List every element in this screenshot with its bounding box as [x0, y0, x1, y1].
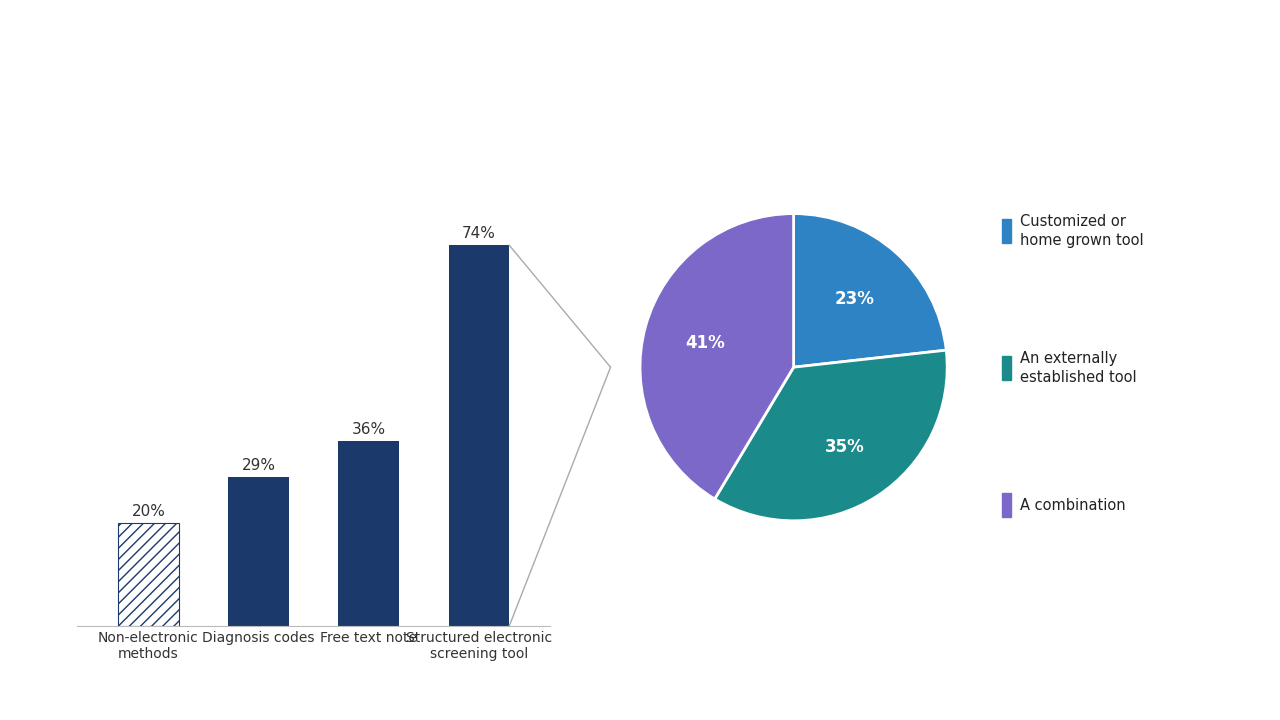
Bar [338, 441, 399, 626]
Text: An externally
established tool: An externally established tool [1020, 351, 1137, 385]
Text: 36%: 36% [352, 422, 385, 437]
Text: 20%: 20% [132, 504, 165, 519]
Wedge shape [794, 214, 946, 367]
Text: A combination: A combination [1020, 498, 1126, 513]
Bar [118, 523, 179, 626]
Bar [1002, 493, 1011, 517]
Bar [1002, 219, 1011, 243]
Text: 29%: 29% [242, 458, 275, 473]
Text: 23%: 23% [835, 289, 876, 307]
Wedge shape [640, 214, 794, 499]
Bar [1002, 356, 1011, 380]
Text: 74%: 74% [462, 226, 495, 241]
Wedge shape [714, 350, 947, 521]
Bar [228, 477, 289, 626]
Text: 35%: 35% [826, 438, 865, 456]
Text: Customized or
home grown tool: Customized or home grown tool [1020, 214, 1144, 248]
Text: 41%: 41% [685, 333, 724, 351]
Bar [448, 245, 509, 626]
